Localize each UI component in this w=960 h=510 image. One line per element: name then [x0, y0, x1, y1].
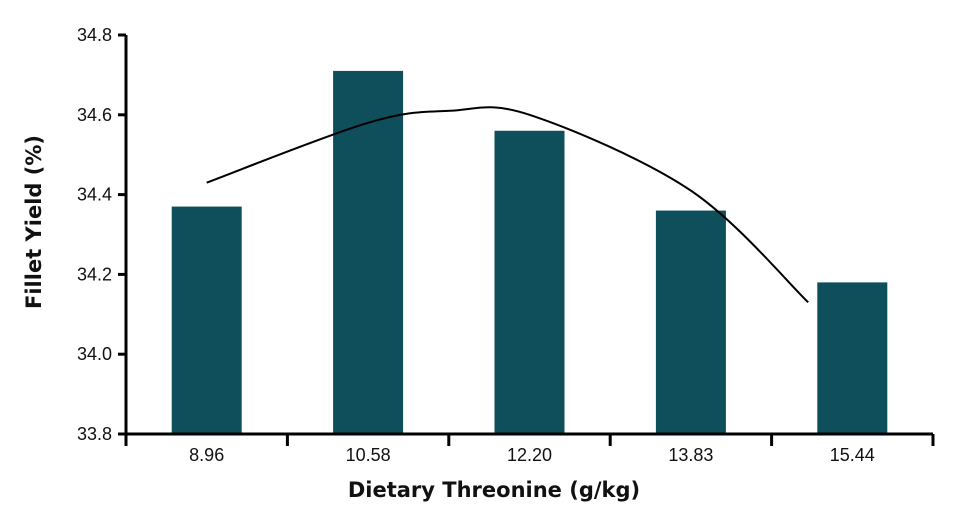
y-tick-label: 34.6	[77, 105, 112, 125]
bar-10.58	[333, 70, 404, 434]
x-axis: 8.96 10.58 12.20 13.83 15.44	[124, 432, 935, 465]
bar-8.96	[171, 206, 242, 434]
x-tick-label: 12.20	[507, 445, 552, 465]
x-tick-label: 13.83	[668, 445, 713, 465]
y-tick-label: 34.0	[77, 344, 112, 364]
y-tick-label: 34.2	[77, 264, 112, 284]
bar-12.20	[494, 130, 565, 434]
bar-13.83	[655, 210, 726, 434]
y-tick-label: 34.4	[77, 185, 112, 205]
y-axis: 34.8 34.6 34.4 34.2 34.0 33.8	[77, 25, 128, 446]
x-tick-label: 8.96	[189, 445, 224, 465]
bar-15.44	[817, 282, 888, 434]
quadratic-trendline	[206, 106, 809, 304]
x-tick-label: 15.44	[830, 445, 875, 465]
y-tick-label: 33.8	[77, 424, 112, 444]
bars	[171, 70, 888, 434]
x-axis-title: Dietary Threonine (g/kg)	[348, 478, 640, 502]
y-tick-label: 34.8	[77, 25, 112, 45]
y-axis-title: Fillet Yield (%)	[22, 135, 46, 309]
x-tick-label: 10.58	[346, 445, 391, 465]
